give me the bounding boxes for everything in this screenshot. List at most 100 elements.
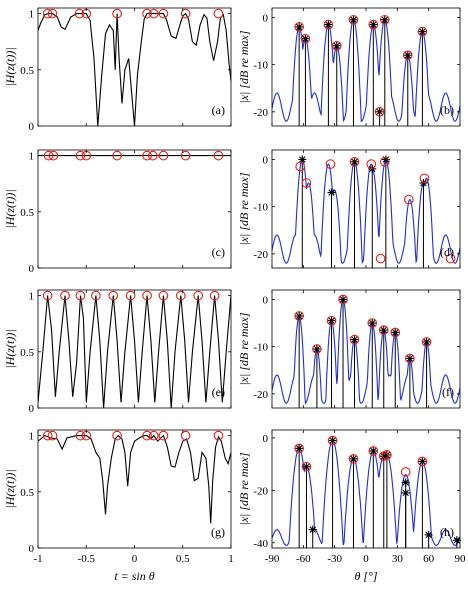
xtick-label: -1 <box>33 553 42 565</box>
xtick-label: 0.5 <box>176 553 190 565</box>
circle-marker <box>147 150 158 161</box>
circle-marker <box>175 290 186 301</box>
y-axis-label: |x| [dB re max] <box>237 172 251 245</box>
panel-label: (d) <box>440 245 454 259</box>
star-marker <box>295 22 304 31</box>
circle-marker <box>42 430 53 441</box>
panel-label: (h) <box>440 525 454 539</box>
star-marker <box>375 107 384 116</box>
circle-marker <box>209 290 220 301</box>
ytick-label: -20 <box>253 249 268 261</box>
circle-marker <box>367 318 378 328</box>
panel-c: 0 0.5 1 (c) |H(z(t))| <box>3 149 232 275</box>
star-marker <box>369 20 378 29</box>
circle-marker <box>390 327 401 338</box>
ytick-label: 0 <box>263 433 269 445</box>
panel-label: (e) <box>212 385 225 399</box>
ytick-label: 0.5 <box>20 207 34 219</box>
circle-marker <box>366 159 377 170</box>
xtick-label: 0 <box>132 553 138 565</box>
xtick-label: 60 <box>423 553 435 565</box>
circle-marker <box>294 443 305 454</box>
circle-marker <box>325 159 336 170</box>
plot-frame <box>37 149 232 269</box>
star-marker <box>312 345 321 353</box>
ytick-label: 0 <box>29 543 35 555</box>
ytick-label: -10 <box>253 60 268 72</box>
y-axis-label: |x| [dB re max] <box>237 312 251 385</box>
circle-marker <box>402 50 413 61</box>
circle-marker <box>108 290 119 301</box>
star-marker <box>401 478 410 487</box>
ytick-label: 0.5 <box>20 347 34 359</box>
circle-marker <box>142 430 152 441</box>
ytick-label: 0 <box>263 294 269 306</box>
ytick-label: -10 <box>253 202 268 214</box>
star-marker <box>328 436 337 445</box>
circle-marker <box>43 150 54 161</box>
ytick-label: -40 <box>253 538 268 550</box>
circle-marker <box>158 150 169 161</box>
circle-marker <box>74 8 85 19</box>
ytick-label: 0 <box>29 263 35 275</box>
ytick-label: -20 <box>253 107 268 119</box>
curve <box>272 298 460 405</box>
circle-marker <box>193 290 204 301</box>
star-marker <box>350 335 359 344</box>
plot-frame <box>37 429 232 549</box>
panel-a: 0 0.5 1 (a) |H(z(t))| <box>3 7 232 133</box>
star-marker <box>368 319 377 328</box>
star-marker <box>405 354 414 363</box>
circle-marker <box>142 290 152 301</box>
x-axis-label: t = sin θ <box>114 569 154 583</box>
circle-marker <box>180 150 191 161</box>
circle-marker <box>301 178 312 188</box>
circle-marker <box>349 156 360 167</box>
panel-label: (f) <box>442 385 454 399</box>
panel-h: 0 -20 -40 -90 -60 -30 0 30 60 90 (h) |x| [dB re max… <box>237 429 467 583</box>
circle-marker <box>47 8 58 19</box>
circle-marker <box>180 8 191 19</box>
circle-marker <box>374 106 385 117</box>
circle-marker <box>403 194 414 205</box>
star-marker <box>295 444 304 453</box>
star-marker <box>452 536 461 545</box>
xtick-label: 1 <box>228 553 234 565</box>
ytick-label: 1 <box>29 151 35 163</box>
circle-marker <box>112 8 122 19</box>
curve <box>272 19 460 123</box>
circle-marker <box>213 150 224 161</box>
star-marker <box>382 450 391 459</box>
circle-marker <box>294 311 305 321</box>
y-axis-label: |x| [dB re max] <box>237 30 251 103</box>
ytick-label: -20 <box>253 485 268 497</box>
circle-marker <box>405 353 415 364</box>
star-marker <box>349 15 358 24</box>
circle-marker <box>180 430 191 441</box>
circle-marker <box>112 430 122 441</box>
star-marker <box>350 157 359 166</box>
ytick-label: 0 <box>263 12 269 24</box>
star-marker <box>422 337 431 346</box>
xtick-label: -90 <box>265 553 280 565</box>
xtick-label: -30 <box>327 553 342 565</box>
ytick-label: 0 <box>29 403 35 415</box>
curve <box>272 158 460 265</box>
star-marker <box>403 51 412 60</box>
curve <box>272 439 460 546</box>
circle-marker <box>48 150 59 161</box>
circle-marker <box>42 8 53 19</box>
curve <box>38 12 231 126</box>
panel-b: 0 -10 -20 (b) |x| [dB re max] <box>237 7 461 127</box>
panel-f: 0 -10 -20 (f) |x| [dB re max] <box>237 289 461 409</box>
x-axis-label: θ [°] <box>354 569 377 583</box>
xtick-label: 90 <box>455 553 467 565</box>
circle-marker <box>148 8 159 19</box>
star-marker <box>295 311 304 320</box>
star-marker <box>327 316 336 325</box>
circle-marker <box>327 435 338 446</box>
star-marker <box>424 530 433 539</box>
panel-label: (c) <box>212 245 225 259</box>
star-marker <box>401 488 410 497</box>
